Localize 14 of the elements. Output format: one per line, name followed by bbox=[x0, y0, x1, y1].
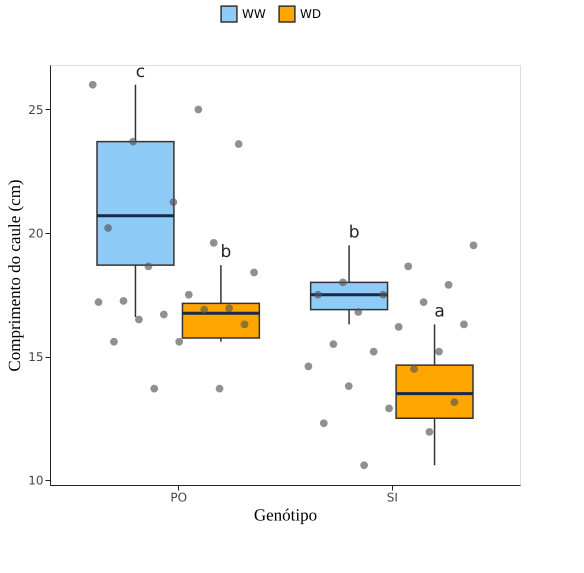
x-tick-label: SI bbox=[386, 490, 398, 504]
annotation: c bbox=[136, 62, 146, 82]
annotation: b bbox=[220, 242, 232, 262]
x-tick-label: PO bbox=[170, 490, 188, 504]
y-tick-label: 15 bbox=[28, 350, 44, 364]
legend-label: WW bbox=[242, 7, 266, 22]
y-tick-label: 20 bbox=[28, 226, 44, 240]
y-tick-label: 25 bbox=[28, 102, 44, 117]
annotation: a bbox=[434, 301, 445, 322]
annotation: b bbox=[348, 222, 360, 242]
x-axis-title: Genótipo bbox=[254, 506, 318, 524]
y-tick-label: 10 bbox=[28, 474, 44, 488]
y-axis-title: Comprimento do caule (cm) bbox=[5, 179, 24, 372]
legend-label: WD bbox=[300, 7, 322, 22]
